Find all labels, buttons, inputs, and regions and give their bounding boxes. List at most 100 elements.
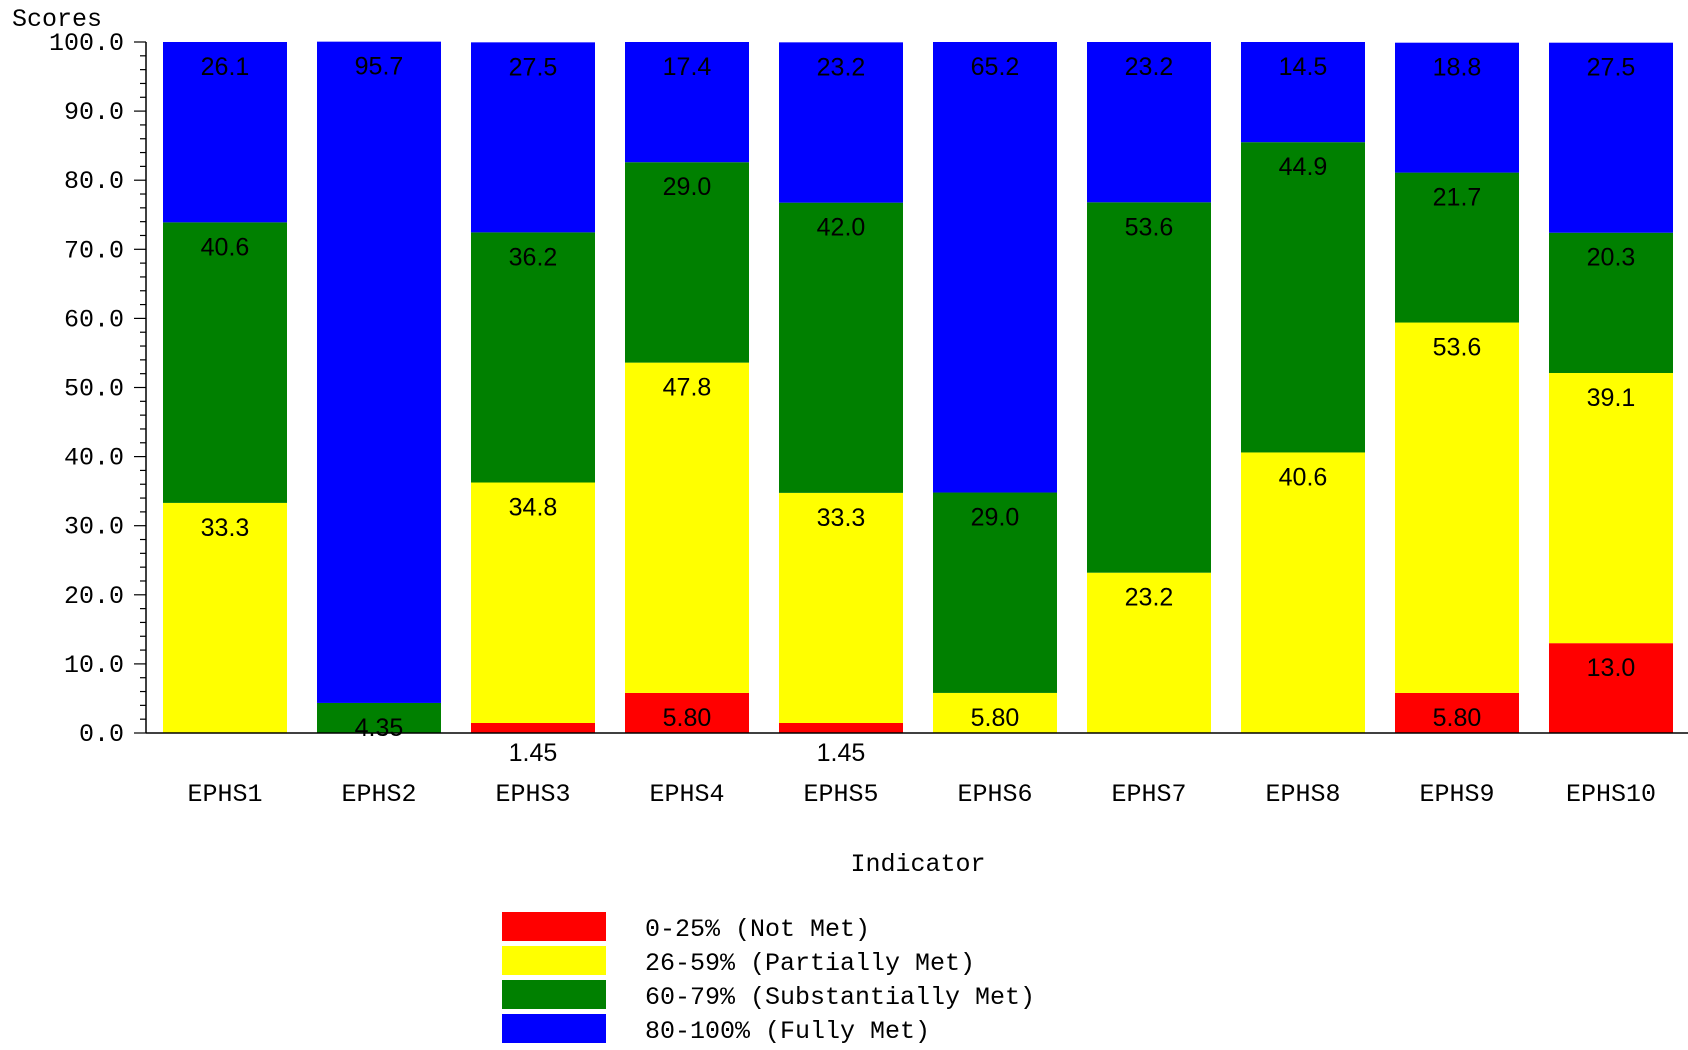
y-tick-label: 0.0 [79, 720, 124, 749]
data-label: 29.0 [663, 173, 712, 201]
data-label: 95.7 [355, 53, 404, 81]
data-label: 23.2 [1125, 584, 1174, 612]
bar-stack-ephs4 [625, 42, 749, 733]
x-tick-label: EPHS7 [1111, 780, 1186, 809]
data-label: 23.2 [1125, 53, 1174, 81]
bar-segment [1395, 172, 1519, 323]
bar-segment [1087, 42, 1211, 203]
bar-segment [163, 42, 287, 223]
bar-stack-ephs6 [933, 42, 1057, 733]
bar-segment [625, 162, 749, 363]
bar-segment [625, 692, 749, 733]
data-label: 5.80 [663, 704, 712, 732]
bar-segment [471, 232, 595, 483]
legend-swatch [502, 946, 606, 975]
y-tick-label: 40.0 [64, 444, 124, 473]
bar-stack-ephs1 [163, 42, 287, 733]
data-label: 33.3 [201, 514, 250, 542]
data-label: 29.0 [971, 504, 1020, 532]
data-label: 27.5 [1587, 54, 1636, 82]
bar-segment [1549, 643, 1673, 733]
data-label: 42.0 [817, 214, 866, 242]
data-label: 23.2 [817, 53, 866, 81]
bar-stack-ephs9 [1395, 42, 1519, 733]
x-tick-label: EPHS5 [803, 780, 878, 809]
bar-segment [1395, 322, 1519, 693]
bar-stack-ephs3 [471, 42, 595, 733]
x-tick-label: EPHS10 [1566, 780, 1656, 809]
x-tick-label: EPHS6 [957, 780, 1032, 809]
bar-segment [1087, 202, 1211, 573]
x-tick-label: EPHS8 [1265, 780, 1340, 809]
legend-label: 80-100% (Fully Met) [645, 1017, 930, 1046]
y-tick-label: 100.0 [49, 29, 124, 58]
x-axis-categories: EPHS1 EPHS2 EPHS3 EPHS4 EPHS5 EPHS6 EPHS7 EPHS8… [187, 780, 1656, 809]
y-tick-label: 20.0 [64, 582, 124, 611]
bar-segment [779, 42, 903, 203]
bar-stack-ephs5 [779, 42, 903, 733]
legend-label: 60-79% (Substantially Met) [645, 983, 1035, 1012]
bar-segment [1549, 232, 1673, 373]
bar-stack-ephs8 [1241, 42, 1365, 733]
x-tick-label: EPHS9 [1419, 780, 1494, 809]
data-label: 65.2 [971, 53, 1020, 81]
y-tick-label: 90.0 [64, 98, 124, 127]
x-tick-label: EPHS1 [187, 780, 262, 809]
data-label: 1.45 [509, 739, 558, 767]
bar-segment [625, 362, 749, 693]
data-label: 13.0 [1587, 654, 1636, 682]
bar-segment [317, 41, 441, 703]
bar-segment [779, 492, 903, 723]
y-tick-label: 10.0 [64, 651, 124, 680]
bar-segment [471, 482, 595, 723]
data-label: 34.8 [509, 494, 558, 522]
bar-segment [1395, 42, 1519, 173]
bar-segment [1241, 42, 1365, 143]
data-label: 14.5 [1279, 53, 1328, 81]
bar-segment [933, 492, 1057, 693]
bar-segment [1549, 372, 1673, 644]
data-label: 26.1 [201, 53, 250, 81]
bar-segment [933, 692, 1057, 733]
bar-segment [163, 222, 287, 503]
bar-segment [779, 202, 903, 493]
bar-segment [779, 722, 903, 733]
data-label: 21.7 [1433, 184, 1482, 212]
legend-swatch [502, 912, 606, 941]
data-label: 40.6 [1279, 463, 1328, 491]
data-labels: 33.3 40.6 26.1 4.35 95.7 1.45 34.8 36.2 27.5 5.80… [201, 53, 1636, 767]
data-label: 1.45 [817, 739, 866, 767]
legend: 0-25% (Not Met) 26-59% (Partially Met) 60-… [502, 912, 1035, 1046]
data-label: 27.5 [509, 53, 558, 81]
bar-segment [163, 502, 287, 733]
data-label: 36.2 [509, 243, 558, 271]
x-tick-label: EPHS2 [341, 780, 416, 809]
data-label: 20.3 [1587, 244, 1636, 272]
data-label: 39.1 [1587, 384, 1636, 412]
data-label: 17.4 [663, 53, 712, 81]
bar-stack-ephs10 [1549, 42, 1673, 733]
legend-label: 0-25% (Not Met) [645, 915, 870, 944]
legend-label: 26-59% (Partially Met) [645, 949, 975, 978]
data-label: 40.6 [201, 233, 250, 261]
x-axis-label: Indicator [850, 850, 985, 879]
y-tick-label: 50.0 [64, 375, 124, 404]
bar-segment [1549, 42, 1673, 233]
bar-segment [471, 722, 595, 733]
bar-stack-ephs2 [317, 41, 441, 733]
y-tick-label: 30.0 [64, 513, 124, 542]
y-tick-label: 60.0 [64, 305, 124, 334]
data-label: 53.6 [1125, 213, 1174, 241]
data-label: 18.8 [1433, 54, 1482, 82]
bar-stack-ephs7 [1087, 42, 1211, 733]
bar-segment [471, 42, 595, 233]
y-tick-label: 70.0 [64, 236, 124, 265]
bar-segment [1087, 572, 1211, 733]
y-axis-label: Scores [12, 5, 102, 34]
y-axis-ticks: 0.0 10.0 20.0 30.0 40.0 50.0 60.0 70.0 80.0 90.0 1… [49, 29, 146, 749]
bar-segment [1241, 142, 1365, 453]
x-tick-label: EPHS3 [495, 780, 570, 809]
bar-segment [625, 42, 749, 163]
data-label: 4.35 [355, 714, 404, 742]
x-tick-label: EPHS4 [649, 780, 724, 809]
